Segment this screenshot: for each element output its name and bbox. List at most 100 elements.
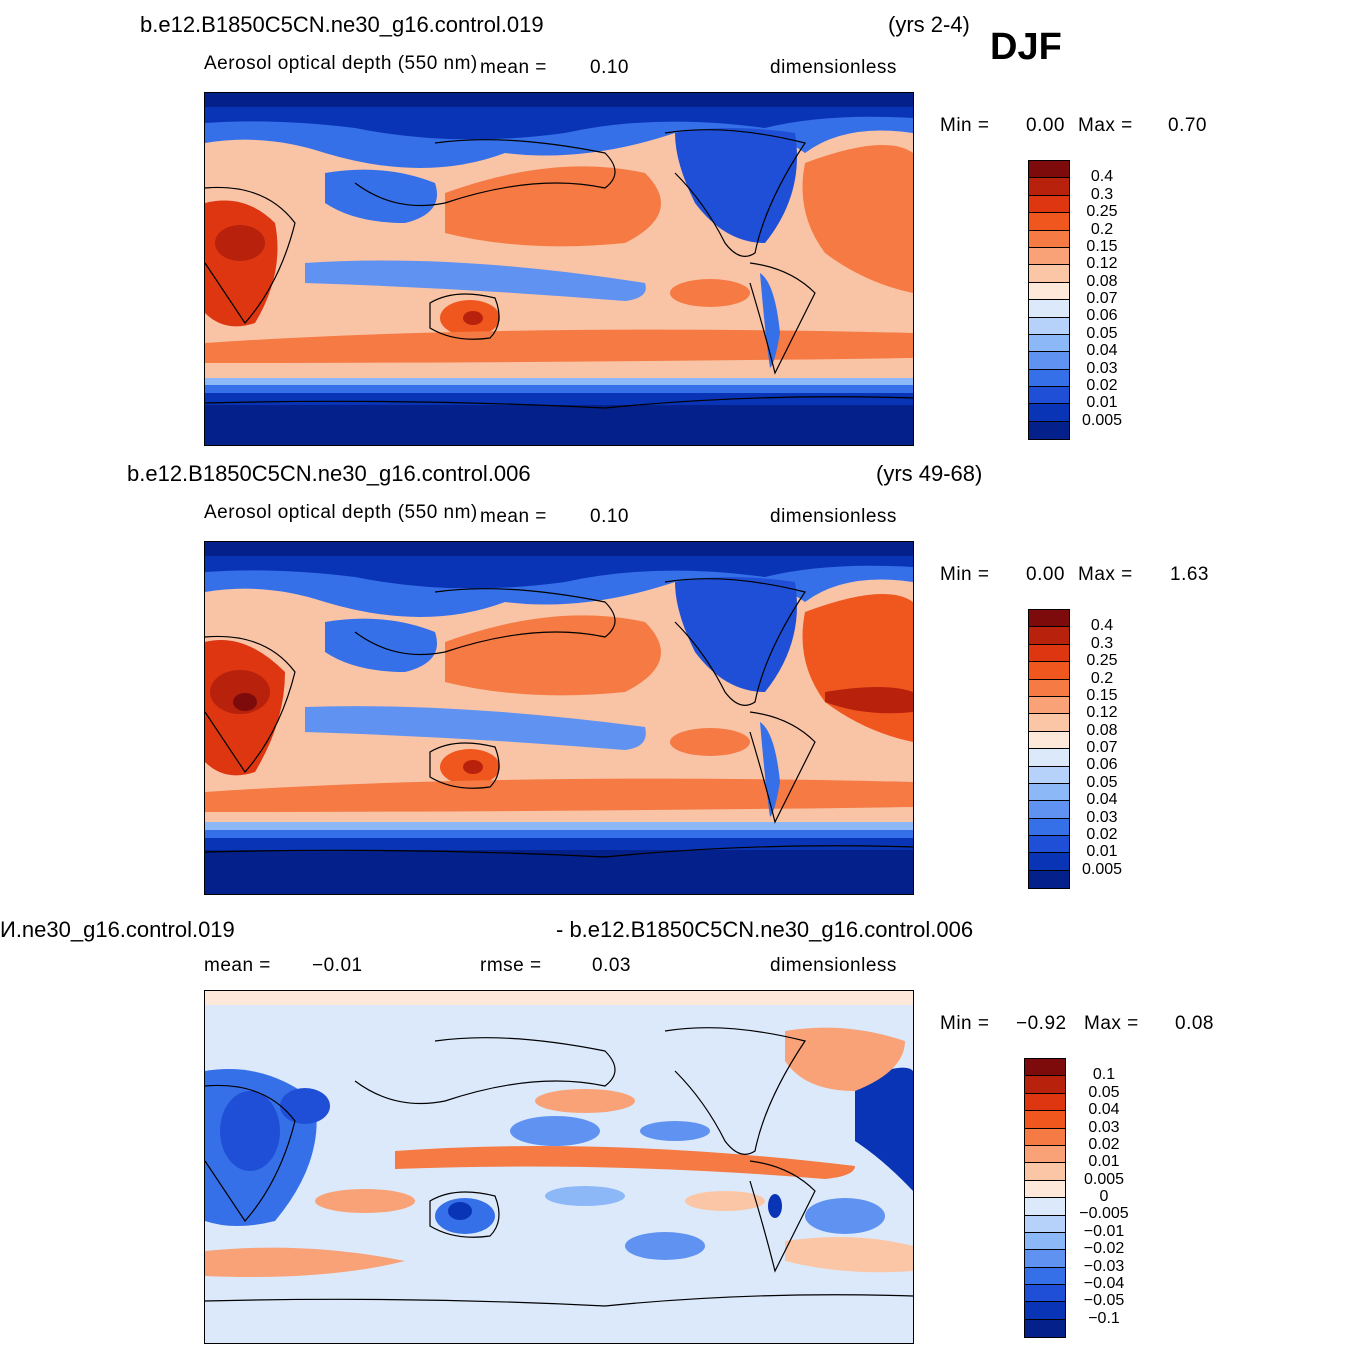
colorbar-tick-label: 0.02 — [1088, 1135, 1120, 1153]
panel-3-map-field — [205, 991, 913, 1343]
panel-3-rmse-value: 0.03 — [592, 955, 631, 976]
colorbar-tick-label: 0.01 — [1086, 843, 1118, 861]
colorbar-tick-label: 0.01 — [1086, 394, 1118, 412]
panel-1-variable: Aerosol optical depth (550 nm) — [204, 53, 478, 74]
colorbar-cell — [1029, 836, 1069, 854]
colorbar-cell — [1025, 1198, 1065, 1216]
colorbar-cell — [1029, 317, 1069, 335]
panel-3-case-right: - b.e12.B1850C5CN.ne30_g16.control.006 — [556, 917, 974, 942]
colorbar-tick-label: 0.02 — [1086, 825, 1118, 843]
colorbar-tick-label: 0.04 — [1088, 1101, 1120, 1119]
colorbar-cell — [1025, 1302, 1065, 1320]
colorbar-tick-label: 0.4 — [1090, 617, 1114, 635]
panel-2-units: dimensionless — [770, 506, 897, 527]
colorbar-tick-label: 0.005 — [1081, 860, 1123, 878]
colorbar-tick-label: 0.04 — [1086, 342, 1118, 360]
panel-3-mean-value: −0.01 — [312, 955, 363, 976]
colorbar-tick-label: 0.15 — [1086, 237, 1118, 255]
colorbar-tick-label: 0.03 — [1086, 808, 1118, 826]
colorbar-cell — [1029, 265, 1069, 283]
panel-1-mean-label: mean = — [480, 57, 547, 78]
panel-1-mean-value: 0.10 — [590, 57, 629, 78]
colorbar-tick-label: 0.25 — [1086, 203, 1118, 221]
colorbar-cell — [1029, 766, 1069, 784]
panel-1-map-field — [205, 93, 913, 445]
colorbar-cell — [1025, 1319, 1065, 1338]
colorbar-tick-label: 0.05 — [1086, 324, 1118, 342]
colorbar-cell — [1029, 387, 1069, 405]
colorbar-tick-label: 0.3 — [1090, 634, 1114, 652]
panel-3-units: dimensionless — [770, 955, 897, 976]
colorbar-tick-label: 0.03 — [1086, 359, 1118, 377]
colorbar-tick-label: 0.02 — [1086, 376, 1118, 394]
colorbar-tick-label: 0.005 — [1083, 1170, 1125, 1188]
colorbar-cell — [1025, 1093, 1065, 1112]
colorbar-cell — [1029, 662, 1069, 680]
colorbar-tick-label: 0.05 — [1086, 773, 1118, 791]
panel-2-min-label: Min = — [940, 564, 990, 585]
colorbar-tick-label: −0.03 — [1083, 1257, 1125, 1275]
colorbar-cell — [1029, 161, 1069, 179]
colorbar-tick-label: 0.08 — [1086, 272, 1118, 290]
colorbar-cell — [1029, 213, 1069, 231]
colorbar-tick-label: 0.3 — [1090, 185, 1114, 203]
colorbar-cell — [1025, 1163, 1065, 1181]
colorbar-tick-label: −0.02 — [1083, 1240, 1125, 1258]
colorbar-cell — [1025, 1267, 1065, 1286]
colorbar-cell — [1029, 230, 1069, 248]
panel-2-map — [204, 541, 914, 895]
panel-2-years: (yrs 49-68) — [876, 461, 983, 486]
colorbar-cell — [1029, 870, 1069, 889]
colorbar-tick-label: 0.12 — [1086, 704, 1118, 722]
panel-1-max-value: 0.70 — [1168, 115, 1207, 136]
colorbar-cell — [1029, 282, 1069, 301]
colorbar-cell — [1025, 1076, 1065, 1094]
colorbar-cell — [1029, 178, 1069, 196]
colorbar-cell — [1025, 1285, 1065, 1303]
panel-3-colorbar — [1024, 1058, 1066, 1338]
colorbar-cell — [1029, 627, 1069, 645]
panel-3-max-label: Max = — [1084, 1013, 1139, 1034]
colorbar-tick-label: 0.2 — [1090, 669, 1114, 687]
panel-2-variable: Aerosol optical depth (550 nm) — [204, 502, 478, 523]
colorbar-cell — [1029, 679, 1069, 697]
colorbar-cell — [1025, 1111, 1065, 1129]
colorbar-cell — [1029, 300, 1069, 318]
colorbar-tick-label: 0.03 — [1088, 1118, 1120, 1136]
colorbar-tick-label: −0.1 — [1088, 1309, 1120, 1327]
colorbar-cell — [1029, 421, 1069, 440]
colorbar-tick-label: −0.005 — [1079, 1205, 1129, 1223]
panel-2-map-field — [205, 542, 913, 894]
colorbar-cell — [1029, 696, 1069, 715]
colorbar-tick-label: −0.04 — [1083, 1274, 1125, 1292]
colorbar-cell — [1029, 334, 1069, 353]
panel-3-map — [204, 990, 914, 1344]
colorbar-cell — [1029, 369, 1069, 388]
colorbar-tick-label: 0.05 — [1088, 1083, 1120, 1101]
panel-1-colorbar — [1028, 160, 1070, 440]
panel-2-mean-label: mean = — [480, 506, 547, 527]
panel-1-min-label: Min = — [940, 115, 990, 136]
panel-3-min-label: Min = — [940, 1013, 990, 1034]
colorbar-cell — [1025, 1128, 1065, 1146]
colorbar-cell — [1025, 1180, 1065, 1199]
colorbar-cell — [1025, 1059, 1065, 1077]
panel-3-mean-label: mean = — [204, 955, 271, 976]
colorbar-cell — [1029, 352, 1069, 370]
colorbar-cell — [1029, 731, 1069, 750]
panel-3-min-value: −0.92 — [1016, 1013, 1067, 1034]
panel-2-colorbar — [1028, 609, 1070, 889]
colorbar-tick-label: −0.05 — [1083, 1292, 1125, 1310]
colorbar-tick-label: 0.06 — [1086, 307, 1118, 325]
panel-1-map — [204, 92, 914, 446]
colorbar-cell — [1029, 714, 1069, 732]
panel-3-max-value: 0.08 — [1175, 1013, 1214, 1034]
colorbar-cell — [1029, 801, 1069, 819]
colorbar-cell — [1029, 610, 1069, 628]
colorbar-cell — [1029, 783, 1069, 802]
colorbar-tick-label: 0.06 — [1086, 756, 1118, 774]
panel-2-mean-value: 0.10 — [590, 506, 629, 527]
panel-2-case-title: b.e12.B1850C5CN.ne30_g16.control.006 — [127, 461, 531, 486]
colorbar-tick-label: 0.2 — [1090, 220, 1114, 238]
colorbar-tick-label: 0.01 — [1088, 1153, 1120, 1171]
